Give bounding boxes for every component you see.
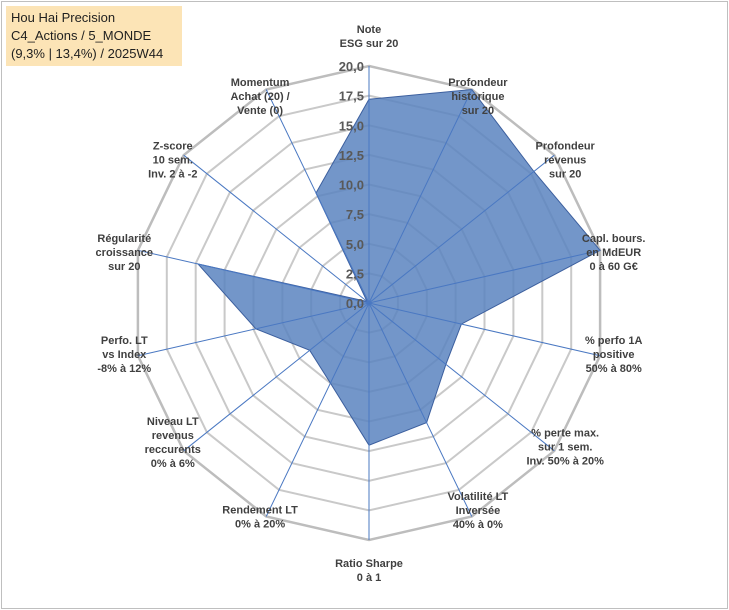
axis-spoke (183, 154, 370, 304)
axis-label: Capl. bours. en MdEUR 0 à 60 G€ (582, 233, 646, 273)
axis-label-line: Volatilité LT (448, 491, 509, 503)
axis-spoke (368, 302, 555, 452)
axis-label: Profondeur revenus sur 20 (536, 141, 596, 181)
tick-label: 12,5 (339, 148, 364, 163)
axis-label-line: sur 20 (462, 105, 494, 117)
axis-label-line: croissance (96, 247, 153, 259)
axis-label-line: Inv. 2 à -2 (148, 169, 197, 181)
axis-label-line: % perfo 1A (585, 335, 643, 347)
tick-label: 7,5 (346, 207, 364, 222)
axis-label-line: 10 sem. (153, 155, 193, 167)
axis-label-line: sur 1 sem. (538, 441, 592, 453)
axis-label-line: revenus (152, 430, 194, 442)
axis-label: Note ESG sur 20 (340, 24, 399, 50)
tick-label: 20,0 (339, 59, 364, 74)
axis-label-line: positive (593, 349, 635, 361)
axis-spoke (137, 302, 370, 357)
axis-label-line: Note (357, 24, 381, 36)
axis-label-line: revenus (544, 155, 586, 167)
tick-label: 5,0 (346, 237, 364, 252)
axis-label: Rendement LT 0% à 20% (222, 505, 298, 531)
axis-label-line: reccurents (145, 444, 201, 456)
axis-label-line: 0% à 20% (235, 519, 285, 531)
axis-label-line: -8% à 12% (97, 363, 151, 375)
axis-label-line: vs Index (102, 349, 147, 361)
axis-label: Momentum Achat (20) / Vente (0) (230, 77, 289, 117)
axis-label-line: Z-score (153, 141, 193, 153)
axis-label: Régularité croissance sur 20 (96, 233, 153, 273)
axis-spoke (137, 249, 370, 304)
axis-label-line: Capl. bours. (582, 233, 646, 245)
axis-spoke (368, 302, 473, 517)
axis-label-line: Ratio Sharpe (335, 558, 403, 570)
chart-title-box: Hou Hai Precision C4_Actions / 5_MONDE (… (6, 6, 182, 66)
axis-label-line: 50% à 80% (586, 363, 642, 375)
axis-label: % perfo 1A positive 50% à 80% (585, 335, 643, 375)
axis-label-line: Rendement LT (222, 505, 298, 517)
axis-label-line: historique (451, 91, 504, 103)
axis-label-line: Profondeur (536, 141, 596, 153)
axis-label: Perfo. LT vs Index -8% à 12% (97, 335, 151, 375)
axis-label-line: sur 20 (108, 261, 140, 273)
axis-label-line: Inv. 50% à 20% (526, 455, 604, 467)
tick-label: 2,5 (346, 266, 364, 281)
axis-spoke (183, 302, 370, 452)
axis-label-line: Momentum (231, 77, 290, 89)
axis-label: Z-score 10 sem. Inv. 2 à -2 (148, 141, 197, 181)
tick-label: 15,0 (339, 118, 364, 133)
axis-label: Ratio Sharpe 0 à 1 (335, 558, 403, 584)
axis-label: Niveau LT revenus reccurents 0% à 6% (145, 416, 201, 470)
axis-label-line: 0% à 6% (151, 458, 195, 470)
axis-spoke (368, 249, 601, 304)
title-line-3: (9,3% | 13,4%) / 2025W44 (11, 46, 164, 61)
axis-label: % perte max. sur 1 sem. Inv. 50% à 20% (526, 427, 604, 467)
axis-label-line: Vente (0) (237, 105, 283, 117)
axis-label-line: 0 à 1 (357, 572, 381, 584)
axis-spoke (368, 154, 555, 304)
title-line-2: C4_Actions / 5_MONDE (11, 28, 152, 43)
axis-label: Volatilité LT Inversée 40% à 0% (448, 491, 509, 531)
axis-spoke (368, 89, 473, 304)
axis-label-line: Achat (20) / (230, 91, 289, 103)
tick-label: 10,0 (339, 178, 364, 193)
axis-label-line: Inversée (456, 505, 501, 517)
axis-label-line: 0 à 60 G€ (590, 261, 638, 273)
axis-label-line: ESG sur 20 (340, 38, 399, 50)
tick-label: 17,5 (339, 89, 364, 104)
axis-label-line: en MdEUR (586, 247, 641, 259)
axis-label-line: Perfo. LT (101, 335, 148, 347)
axis-spoke (265, 89, 370, 304)
axis-label: Profondeur historique sur 20 (448, 77, 508, 117)
axis-label-line: Niveau LT (147, 416, 199, 428)
axis-label-line: Régularité (97, 233, 151, 245)
axis-label-line: 40% à 0% (453, 519, 503, 531)
axis-spoke (368, 302, 601, 357)
axis-label-line: sur 20 (549, 169, 581, 181)
axis-label-line: Profondeur (448, 77, 508, 89)
axis-spoke (265, 302, 370, 517)
tick-label: 0,0 (346, 296, 364, 311)
title-line-1: Hou Hai Precision (11, 10, 116, 25)
axis-label-line: % perte max. (531, 427, 599, 439)
